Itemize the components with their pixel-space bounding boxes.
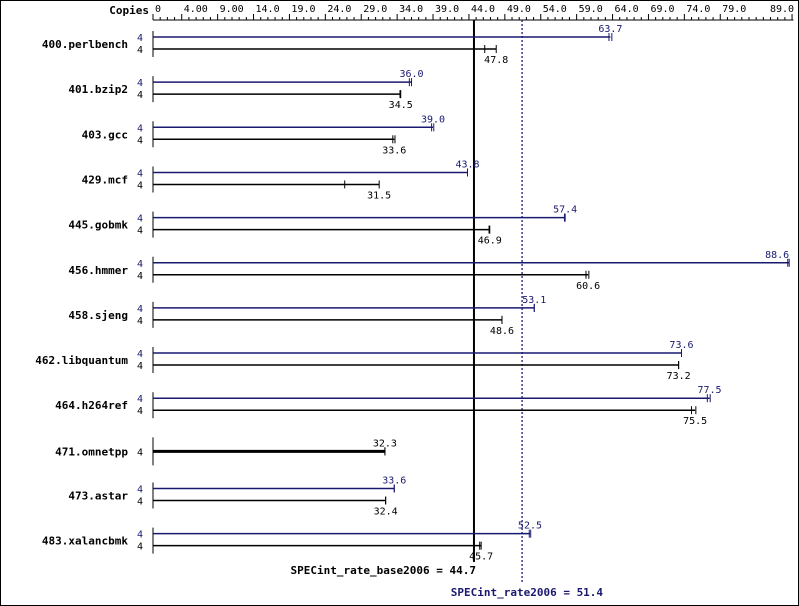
base-value-label: 33.6 xyxy=(382,145,406,156)
peak-value-label: 39.0 xyxy=(421,114,445,125)
reference-lines xyxy=(472,20,523,583)
x-tick-label: 4.00 xyxy=(184,4,208,15)
peak-copies: 4 xyxy=(137,349,143,360)
benchmark-name: 445.gobmk xyxy=(68,219,128,232)
peak-value-label: 88.6 xyxy=(765,250,789,261)
base-copies: 4 xyxy=(137,542,143,553)
x-tick-label: 19.0 xyxy=(291,4,315,15)
benchmark-row: 464.h264ref 4 77.5 4 75.5 xyxy=(55,385,721,427)
x-tick-label: 54.0 xyxy=(543,4,567,15)
base-copies: 4 xyxy=(137,226,143,237)
base-copies: 4 xyxy=(137,180,143,191)
base-value-label: 60.6 xyxy=(576,281,600,292)
x-tick-label: 24.0 xyxy=(327,4,351,15)
benchmark-row: 473.astar 4 33.6 4 32.4 xyxy=(68,476,406,518)
x-tick-label: 44.0 xyxy=(471,4,495,15)
benchmark-row: 403.gcc 4 39.0 4 33.6 xyxy=(82,114,445,156)
base-value-label: 31.5 xyxy=(367,190,391,201)
base-copies: 4 xyxy=(137,90,143,101)
base-copies: 4 xyxy=(137,497,143,508)
x-tick-label: 59.0 xyxy=(579,4,603,15)
x-tick-label: 49.0 xyxy=(507,4,531,15)
copies-header: Copies xyxy=(109,4,149,17)
peak-value-label: 33.6 xyxy=(382,476,406,487)
benchmark-name: 483.xalancbmk xyxy=(42,535,128,548)
benchmark-name: 464.h264ref xyxy=(55,399,128,412)
base-value-label: 32.4 xyxy=(374,507,398,518)
peak-copies: 4 xyxy=(137,168,143,179)
benchmark-name: 458.sjeng xyxy=(68,309,128,322)
peak-copies: 4 xyxy=(137,304,143,315)
base-value-label: 34.5 xyxy=(389,100,413,111)
benchmark-row: 483.xalancbmk 4 52.5 4 45.7 xyxy=(42,521,542,563)
peak-copies: 4 xyxy=(137,485,143,496)
benchmark-name: 462.libquantum xyxy=(35,354,128,367)
peak-value-label: 57.4 xyxy=(553,205,577,216)
benchmark-row: 462.libquantum 4 73.6 4 73.2 xyxy=(35,340,693,382)
benchmark-row: 401.bzip2 4 36.0 4 34.5 xyxy=(68,69,423,111)
benchmark-row: 471.omnetpp 4 32.3 xyxy=(55,437,397,466)
base-value-label: 45.7 xyxy=(469,552,493,563)
x-axis: 0 4.00 9.00 14.0 19.0 24.0 29.0 34.0 39.0 44.0 49.… xyxy=(152,4,794,21)
benchmark-name: 471.omnetpp xyxy=(55,445,128,458)
x-tick-label: 89.0 xyxy=(770,4,794,15)
x-tick-label: 34.0 xyxy=(399,4,423,15)
base-copies: 4 xyxy=(137,45,143,56)
x-tick-label: 0 xyxy=(155,4,161,15)
peak-value-label: 77.5 xyxy=(697,385,721,396)
base-copies: 4 xyxy=(137,135,143,146)
summary-labels: SPECint_rate_base2006 = 44.7 SPECint_rate… xyxy=(291,564,604,599)
benchmark-name: 401.bzip2 xyxy=(68,83,128,96)
peak-summary-label: SPECint_rate2006 = 51.4 xyxy=(451,586,604,599)
base-value-label: 73.2 xyxy=(667,371,691,382)
x-tick-label: 14.0 xyxy=(256,4,280,15)
benchmark-row: 400.perlbench 4 63.7 4 47.8 xyxy=(42,24,623,66)
x-tick-label: 9.00 xyxy=(220,4,244,15)
x-tick-label: 74.0 xyxy=(686,4,710,15)
base-copies: 4 xyxy=(137,271,143,282)
peak-value-label: 63.7 xyxy=(598,24,622,35)
base-value-label: 46.9 xyxy=(478,236,502,247)
peak-copies: 4 xyxy=(137,530,143,541)
peak-value-label: 43.8 xyxy=(455,159,479,170)
base-value-label: 48.6 xyxy=(490,326,514,337)
x-tick-label: 64.0 xyxy=(615,4,639,15)
benchmark-row: 456.hmmer 4 88.6 4 60.6 xyxy=(68,250,790,292)
peak-copies: 4 xyxy=(137,394,143,405)
base-copies: 4 xyxy=(137,406,143,417)
x-tick-label: 69.0 xyxy=(650,4,674,15)
base-value-label: 47.8 xyxy=(484,55,508,66)
base-summary-label: SPECint_rate_base2006 = 44.7 xyxy=(291,564,476,577)
peak-copies: 4 xyxy=(137,33,143,44)
benchmark-rows: 400.perlbench 4 63.7 4 47.8 401.bzip2 4 36.0 4 34… xyxy=(35,24,790,563)
peak-value-label: 73.6 xyxy=(669,340,693,351)
benchmark-name: 400.perlbench xyxy=(42,38,128,51)
base-copies: 4 xyxy=(137,361,143,372)
benchmark-name: 473.astar xyxy=(68,490,128,503)
peak-copies: 4 xyxy=(137,214,143,225)
benchmark-row: 458.sjeng 4 53.1 4 48.6 xyxy=(68,295,546,337)
base-value-label: 75.5 xyxy=(683,416,707,427)
peak-value-label: 53.1 xyxy=(522,295,546,306)
peak-copies: 4 xyxy=(137,78,143,89)
benchmark-row: 445.gobmk 4 57.4 4 46.9 xyxy=(68,205,577,247)
base-copies: 4 xyxy=(137,447,143,458)
base-copies: 4 xyxy=(137,316,143,327)
peak-value-label: 52.5 xyxy=(518,521,542,532)
benchmark-name: 403.gcc xyxy=(82,128,128,141)
peak-value-label: 36.0 xyxy=(399,69,423,80)
x-tick-label: 79.0 xyxy=(722,4,746,15)
base-value-label: 32.3 xyxy=(373,438,397,449)
benchmark-row: 429.mcf 4 43.8 4 31.5 xyxy=(82,159,480,201)
benchmark-name: 456.hmmer xyxy=(68,264,128,277)
x-tick-label: 29.0 xyxy=(363,4,387,15)
peak-copies: 4 xyxy=(137,123,143,134)
peak-copies: 4 xyxy=(137,259,143,270)
x-tick-label: 39.0 xyxy=(435,4,459,15)
benchmark-name: 429.mcf xyxy=(82,173,128,186)
